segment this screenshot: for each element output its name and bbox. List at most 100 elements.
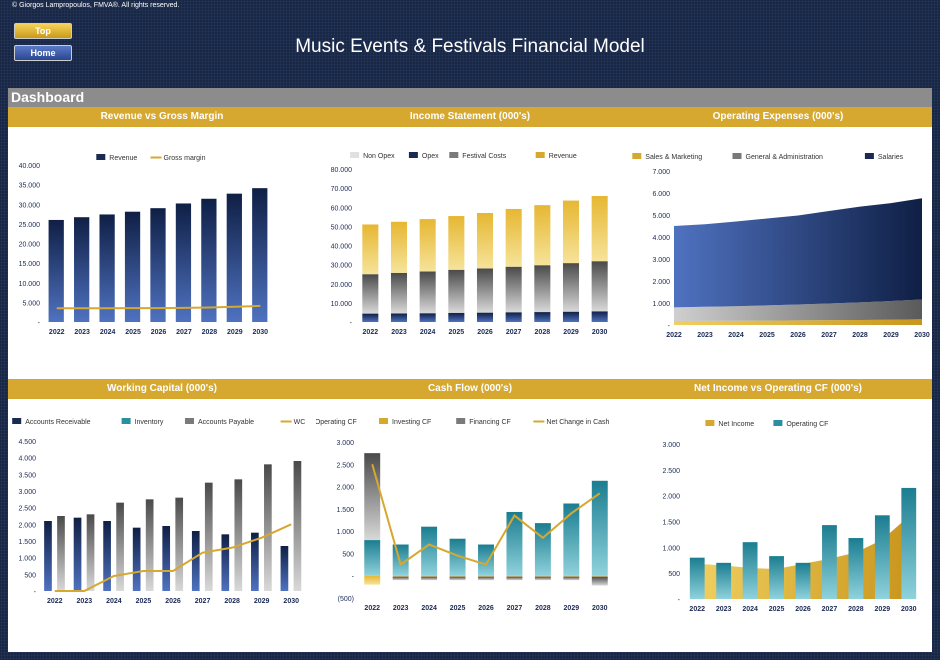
bar-operating-cf (534, 523, 551, 576)
bar-festival-costs (476, 268, 494, 313)
bar-accounts-receivable (191, 531, 200, 591)
bar-investing-cf (449, 575, 466, 577)
bar-accounts-payable (293, 461, 302, 591)
bar-operating-cf (795, 562, 811, 599)
legend-accounts-payable: Accounts Payable (198, 419, 254, 426)
legend-swatch (185, 418, 194, 424)
bar-revenue (74, 217, 90, 322)
bar-accounts-payable (234, 479, 243, 591)
bar-financing-cf (506, 576, 523, 581)
x-tick-label: 2022 (49, 329, 65, 336)
chart-title-cf: Cash Flow (000's) (427, 383, 513, 394)
y-tick-label: 15.000 (19, 261, 41, 268)
y-tick-label: 30.000 (331, 263, 353, 270)
bar-operating-cf (742, 542, 758, 599)
bar-operating-cf (874, 515, 890, 599)
x-tick-label: 2028 (224, 598, 240, 605)
bar-opex (448, 312, 465, 322)
y-tick-label: 500 (342, 551, 354, 558)
x-tick-label: 2027 (507, 605, 523, 612)
legend-swatch (632, 153, 642, 159)
legend-net-change-in-cash: Net Change in Cash (546, 419, 609, 426)
bar-accounts-payable (204, 482, 213, 591)
x-tick-label: 2023 (391, 329, 407, 336)
area-salaries (674, 198, 922, 308)
bar-festival-costs (448, 269, 465, 313)
y-tick-label: - (350, 320, 353, 327)
bar-accounts-receivable (44, 521, 52, 591)
bar-revenue (48, 219, 64, 322)
x-tick-label: 2025 (136, 598, 152, 605)
chart-title-rev-gm: Revenue vs Gross Margin (100, 111, 224, 122)
legend-swatch (121, 418, 131, 424)
x-tick-label: 2029 (563, 329, 579, 336)
legend-net-income: Net Income (718, 421, 754, 428)
area-general-administration (674, 299, 922, 322)
bar-festival-costs (505, 266, 522, 313)
x-tick-label: 2024 (421, 605, 437, 612)
x-tick-label: 2023 (77, 598, 93, 605)
legend-gross-margin: Gross margin (164, 155, 206, 162)
bar-investing-cf (392, 575, 409, 577)
bar-revenue (505, 208, 522, 267)
x-tick-label: 2023 (697, 332, 713, 339)
area-sales-marketing (674, 319, 922, 325)
y-tick-label: - (38, 320, 41, 327)
bar-opex (362, 313, 379, 322)
top-button[interactable]: Top (14, 23, 72, 39)
legend-non-opex: Non Opex (363, 153, 395, 160)
x-tick-label: 2026 (477, 329, 493, 336)
y-tick-label: 2.000 (18, 522, 36, 529)
bar-accounts-payable (175, 497, 184, 591)
x-tick-label: 2027 (176, 329, 192, 336)
x-tick-label: 2029 (883, 332, 899, 339)
bar-investing-cf (478, 575, 494, 577)
legend-operating-cf: Operating CF (786, 421, 828, 428)
bar-operating-cf (689, 557, 705, 599)
bar-operating-cf (563, 503, 580, 576)
x-tick-label: 2022 (689, 606, 705, 613)
y-tick-label: 40.000 (331, 244, 353, 251)
bar-financing-cf (534, 576, 551, 581)
x-tick-label: 2024 (728, 332, 744, 339)
legend-swatch (379, 418, 388, 424)
bar-investing-cf (506, 575, 523, 577)
cash-flow-chart: (500) - 500 1.000 1.500 2.000 2.500 3.000 2022 20… (316, 418, 610, 612)
bar-revenue (591, 195, 608, 262)
y-tick-label: (500) (338, 596, 354, 603)
bar-festival-costs (390, 272, 408, 314)
bar-operating-cf (478, 544, 494, 576)
bar-revenue (476, 212, 494, 269)
bar-accounts-payable (145, 499, 154, 591)
legend-swatch (456, 418, 466, 424)
bar-revenue (150, 208, 166, 322)
bar-operating-cf (591, 480, 608, 576)
x-tick-label: 2025 (450, 605, 466, 612)
bar-revenue (252, 188, 268, 322)
bar-financing-cf (392, 576, 409, 581)
y-tick-label: 500 (668, 571, 680, 578)
legend-swatch (732, 153, 742, 159)
chart-title-opex: Operating Expenses (000's) (712, 111, 844, 122)
x-tick-label: 2024 (100, 329, 116, 336)
legend-sales-marketing: Sales & Marketing (645, 154, 702, 161)
legend-swatch (864, 153, 874, 159)
bar-festival-costs (591, 261, 608, 312)
y-tick-label: 1.000 (336, 529, 354, 536)
y-tick-label: 30.000 (19, 202, 41, 209)
bar-festival-costs (562, 263, 580, 312)
x-tick-label: 2026 (795, 606, 811, 613)
y-tick-label: 5.000 (22, 300, 40, 307)
bar-revenue (99, 214, 115, 322)
bar-revenue (175, 203, 192, 322)
revenue-vs-gross-margin-chart: - 5.000 10.000 15.000 20.000 25.000 30.000 35.0… (19, 154, 268, 336)
bar-operating-cf (848, 538, 864, 599)
bar-revenue (534, 205, 551, 266)
x-tick-label: 2030 (592, 329, 608, 336)
x-tick-label: 2029 (254, 598, 270, 605)
bar-revenue (448, 216, 465, 270)
home-button[interactable]: Home (14, 45, 72, 61)
y-tick-label: 3.000 (18, 489, 36, 496)
x-tick-label: 2026 (165, 598, 181, 605)
bar-financing-cf (563, 576, 580, 581)
